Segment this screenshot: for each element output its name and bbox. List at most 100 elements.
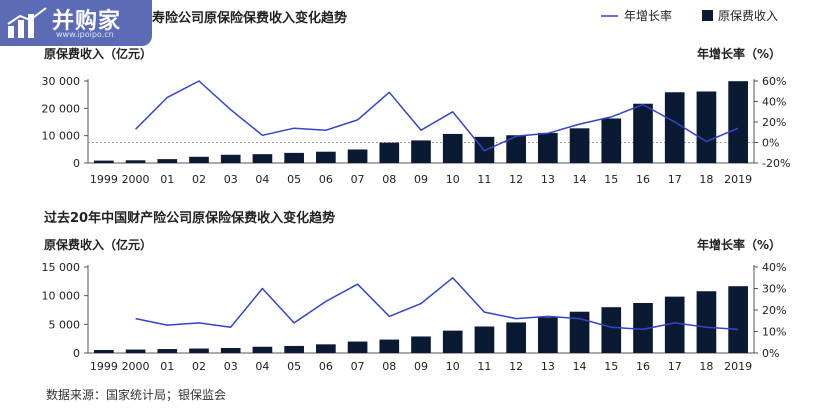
chart2-x-tick-label: 2000 xyxy=(122,360,150,373)
chart2-x-tick-label: 10 xyxy=(446,360,460,373)
chart2-bar-18 xyxy=(696,291,717,353)
chart2-x-tick-label: 1999 xyxy=(90,360,118,373)
chart2-bar-14 xyxy=(569,311,590,353)
chart2-x-tick-label: 16 xyxy=(636,360,650,373)
chart2-y2-tick-label: 30% xyxy=(762,283,786,296)
chart2-bar-08 xyxy=(379,339,400,353)
chart2-x-tick-label: 2019 xyxy=(724,360,752,373)
chart2-x-tick-label: 18 xyxy=(699,360,713,373)
chart1-y2-tick-label: 60% xyxy=(762,75,786,88)
chart1-growth-line xyxy=(135,80,739,152)
chart2-x-tick-label: 13 xyxy=(541,360,555,373)
chart2-y2-tick-label: 0% xyxy=(762,347,779,360)
chart1-x-tick-label: 2000 xyxy=(122,173,150,186)
chart1-x-tick-label: 08 xyxy=(382,173,396,186)
chart1-x-tick-label: 17 xyxy=(668,173,682,186)
chart1-x-tick-label: 05 xyxy=(287,173,301,186)
chart1-bar-02 xyxy=(189,156,209,163)
bar-chart-icon xyxy=(7,7,47,38)
chart1-x-tick-label: 01 xyxy=(160,173,174,186)
chart1-x-tick-label: 03 xyxy=(224,173,238,186)
chart2-bar-1999 xyxy=(94,350,114,353)
chart2-bar-09 xyxy=(411,336,431,353)
chart2-growth-line xyxy=(135,277,739,331)
chart2-x-tick-label: 09 xyxy=(414,360,428,373)
chart2-x-tick-label: 14 xyxy=(573,360,587,373)
chart1-x-tick-label: 11 xyxy=(477,173,491,186)
chart1-x-tick-label: 12 xyxy=(509,173,523,186)
chart1-y2-tick-label: -20% xyxy=(762,157,790,170)
chart2-bar-17 xyxy=(664,296,685,353)
chart1-bar-1999 xyxy=(94,160,114,163)
chart1-y2-tick-label: 0% xyxy=(762,137,779,150)
chart2-bar-03 xyxy=(220,348,241,353)
chart1-x-tick-label: 18 xyxy=(699,173,713,186)
chart2-x-tick-label: 01 xyxy=(160,360,174,373)
chart2-bar-05 xyxy=(284,345,304,353)
chart1-y2-axis-label: 年增长率（%） xyxy=(697,46,781,61)
chart1-bar-18 xyxy=(696,91,717,163)
chart2-x-tick-label: 02 xyxy=(192,360,206,373)
chart1-bar-2019 xyxy=(728,81,748,163)
chart2-x-tick-label: 11 xyxy=(477,360,491,373)
chart2-bar-01 xyxy=(157,349,178,353)
chart2-x-tick-label: 17 xyxy=(668,360,682,373)
chart1-x-tick-label: 09 xyxy=(414,173,428,186)
chart2-y2-tick-label: 40% xyxy=(762,261,786,274)
chart2-x-tick-label: 05 xyxy=(287,360,301,373)
logo-url: www.ipoipo.cn xyxy=(56,30,114,39)
chart1-bar-2000 xyxy=(125,160,146,163)
chart1-x-tick-label: 13 xyxy=(541,173,555,186)
chart1-bar-06 xyxy=(316,151,336,163)
chart1-x-tick-label: 04 xyxy=(255,173,269,186)
chart1-bar-10 xyxy=(442,133,463,163)
chart2-bar-13 xyxy=(538,317,558,353)
chart1-x-tick-label: 1999 xyxy=(90,173,118,186)
chart1-x-tick-label: 06 xyxy=(319,173,333,186)
chart2-bar-02 xyxy=(189,348,209,353)
chart2-bar-06 xyxy=(316,344,336,353)
chart1-y-tick-label: 0 xyxy=(73,157,80,170)
chart2-x-tick-label: 08 xyxy=(382,360,396,373)
chart1-x-tick-label: 10 xyxy=(446,173,460,186)
chart1-bar-17 xyxy=(664,92,685,163)
legend-bar-swatch xyxy=(702,10,713,21)
chart1-bar-07 xyxy=(347,149,368,163)
chart2-y2-tick-label: 20% xyxy=(762,304,786,317)
chart1-bar-12 xyxy=(506,135,526,163)
chart1-bar-15 xyxy=(601,118,622,163)
chart1-y-tick-label: 20 000 xyxy=(42,102,81,115)
chart1-title: 寿险公司原保险保费收入变化趋势 xyxy=(152,10,347,26)
chart2-x-tick-label: 04 xyxy=(255,360,269,373)
chart1-y-axis-label: 原保费收入（亿元） xyxy=(44,46,152,61)
chart1-y2-tick-label: 40% xyxy=(762,96,786,109)
chart1-x-tick-label: 16 xyxy=(636,173,650,186)
chart1-y-tick-label: 10 000 xyxy=(42,130,81,143)
chart2-bar-2000 xyxy=(125,349,146,353)
chart1-bar-09 xyxy=(411,140,431,163)
chart1-x-tick-label: 14 xyxy=(573,173,587,186)
chart1-bar-03 xyxy=(220,154,241,163)
chart2-y-tick-label: 5 000 xyxy=(49,318,81,331)
chart2-x-tick-label: 12 xyxy=(509,360,523,373)
chart2-y-tick-label: 15 000 xyxy=(42,261,81,274)
chart2-x-tick-label: 03 xyxy=(224,360,238,373)
chart1-x-tick-label: 07 xyxy=(351,173,365,186)
chart2-x-tick-label: 15 xyxy=(604,360,618,373)
chart2-x-tick-label: 06 xyxy=(319,360,333,373)
chart2-bar-16 xyxy=(633,303,653,353)
chart2-bar-2019 xyxy=(728,286,748,353)
chart1-y-tick-label: 30 000 xyxy=(42,75,81,88)
chart2-y2-tick-label: 10% xyxy=(762,326,786,339)
chart2-y-tick-label: 0 xyxy=(73,347,80,360)
source-note: 数据来源：国家统计局；银保监会 xyxy=(46,388,227,402)
chart1-x-tick-label: 02 xyxy=(192,173,206,186)
chart1-bar-01 xyxy=(157,159,178,163)
chart2-bar-12 xyxy=(506,322,526,353)
chart1-bar-05 xyxy=(284,152,304,163)
chart1-y2-tick-label: 20% xyxy=(762,116,786,129)
chart1-bar-04 xyxy=(252,154,273,163)
chart2-y2-axis-label: 年增长率（%） xyxy=(697,237,781,252)
chart2-y-axis-label: 原保费收入（亿元） xyxy=(44,237,152,252)
